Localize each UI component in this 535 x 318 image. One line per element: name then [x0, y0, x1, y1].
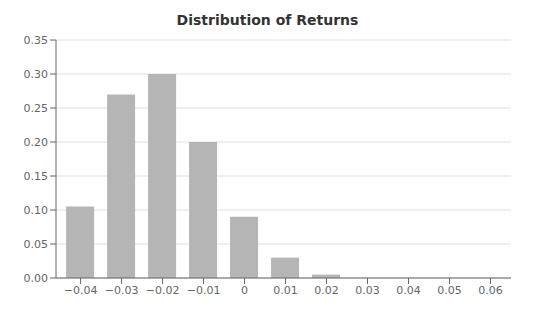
- svg-text:0.20: 0.20: [24, 136, 49, 149]
- svg-text:0.04: 0.04: [396, 284, 421, 297]
- svg-text:0.00: 0.00: [24, 272, 49, 285]
- svg-text:0.03: 0.03: [355, 284, 380, 297]
- svg-text:0.05: 0.05: [437, 284, 462, 297]
- svg-text:0.30: 0.30: [24, 68, 49, 81]
- svg-text:0.06: 0.06: [478, 284, 503, 297]
- svg-text:0.10: 0.10: [24, 204, 49, 217]
- svg-text:0.35: 0.35: [24, 34, 49, 47]
- svg-text:0.25: 0.25: [24, 102, 49, 115]
- svg-text:−0.04: −0.04: [64, 284, 98, 297]
- svg-text:0.01: 0.01: [273, 284, 298, 297]
- svg-text:−0.01: −0.01: [187, 284, 221, 297]
- svg-text:0.15: 0.15: [24, 170, 49, 183]
- svg-text:0: 0: [241, 284, 248, 297]
- html-text:Distribution of Returns: Distribution of Returns: [176, 12, 359, 28]
- svg-text:0.02: 0.02: [314, 284, 339, 297]
- svg-text:−0.02: −0.02: [146, 284, 180, 297]
- svg-text:0.05: 0.05: [24, 238, 49, 251]
- svg-text:−0.03: −0.03: [105, 284, 139, 297]
